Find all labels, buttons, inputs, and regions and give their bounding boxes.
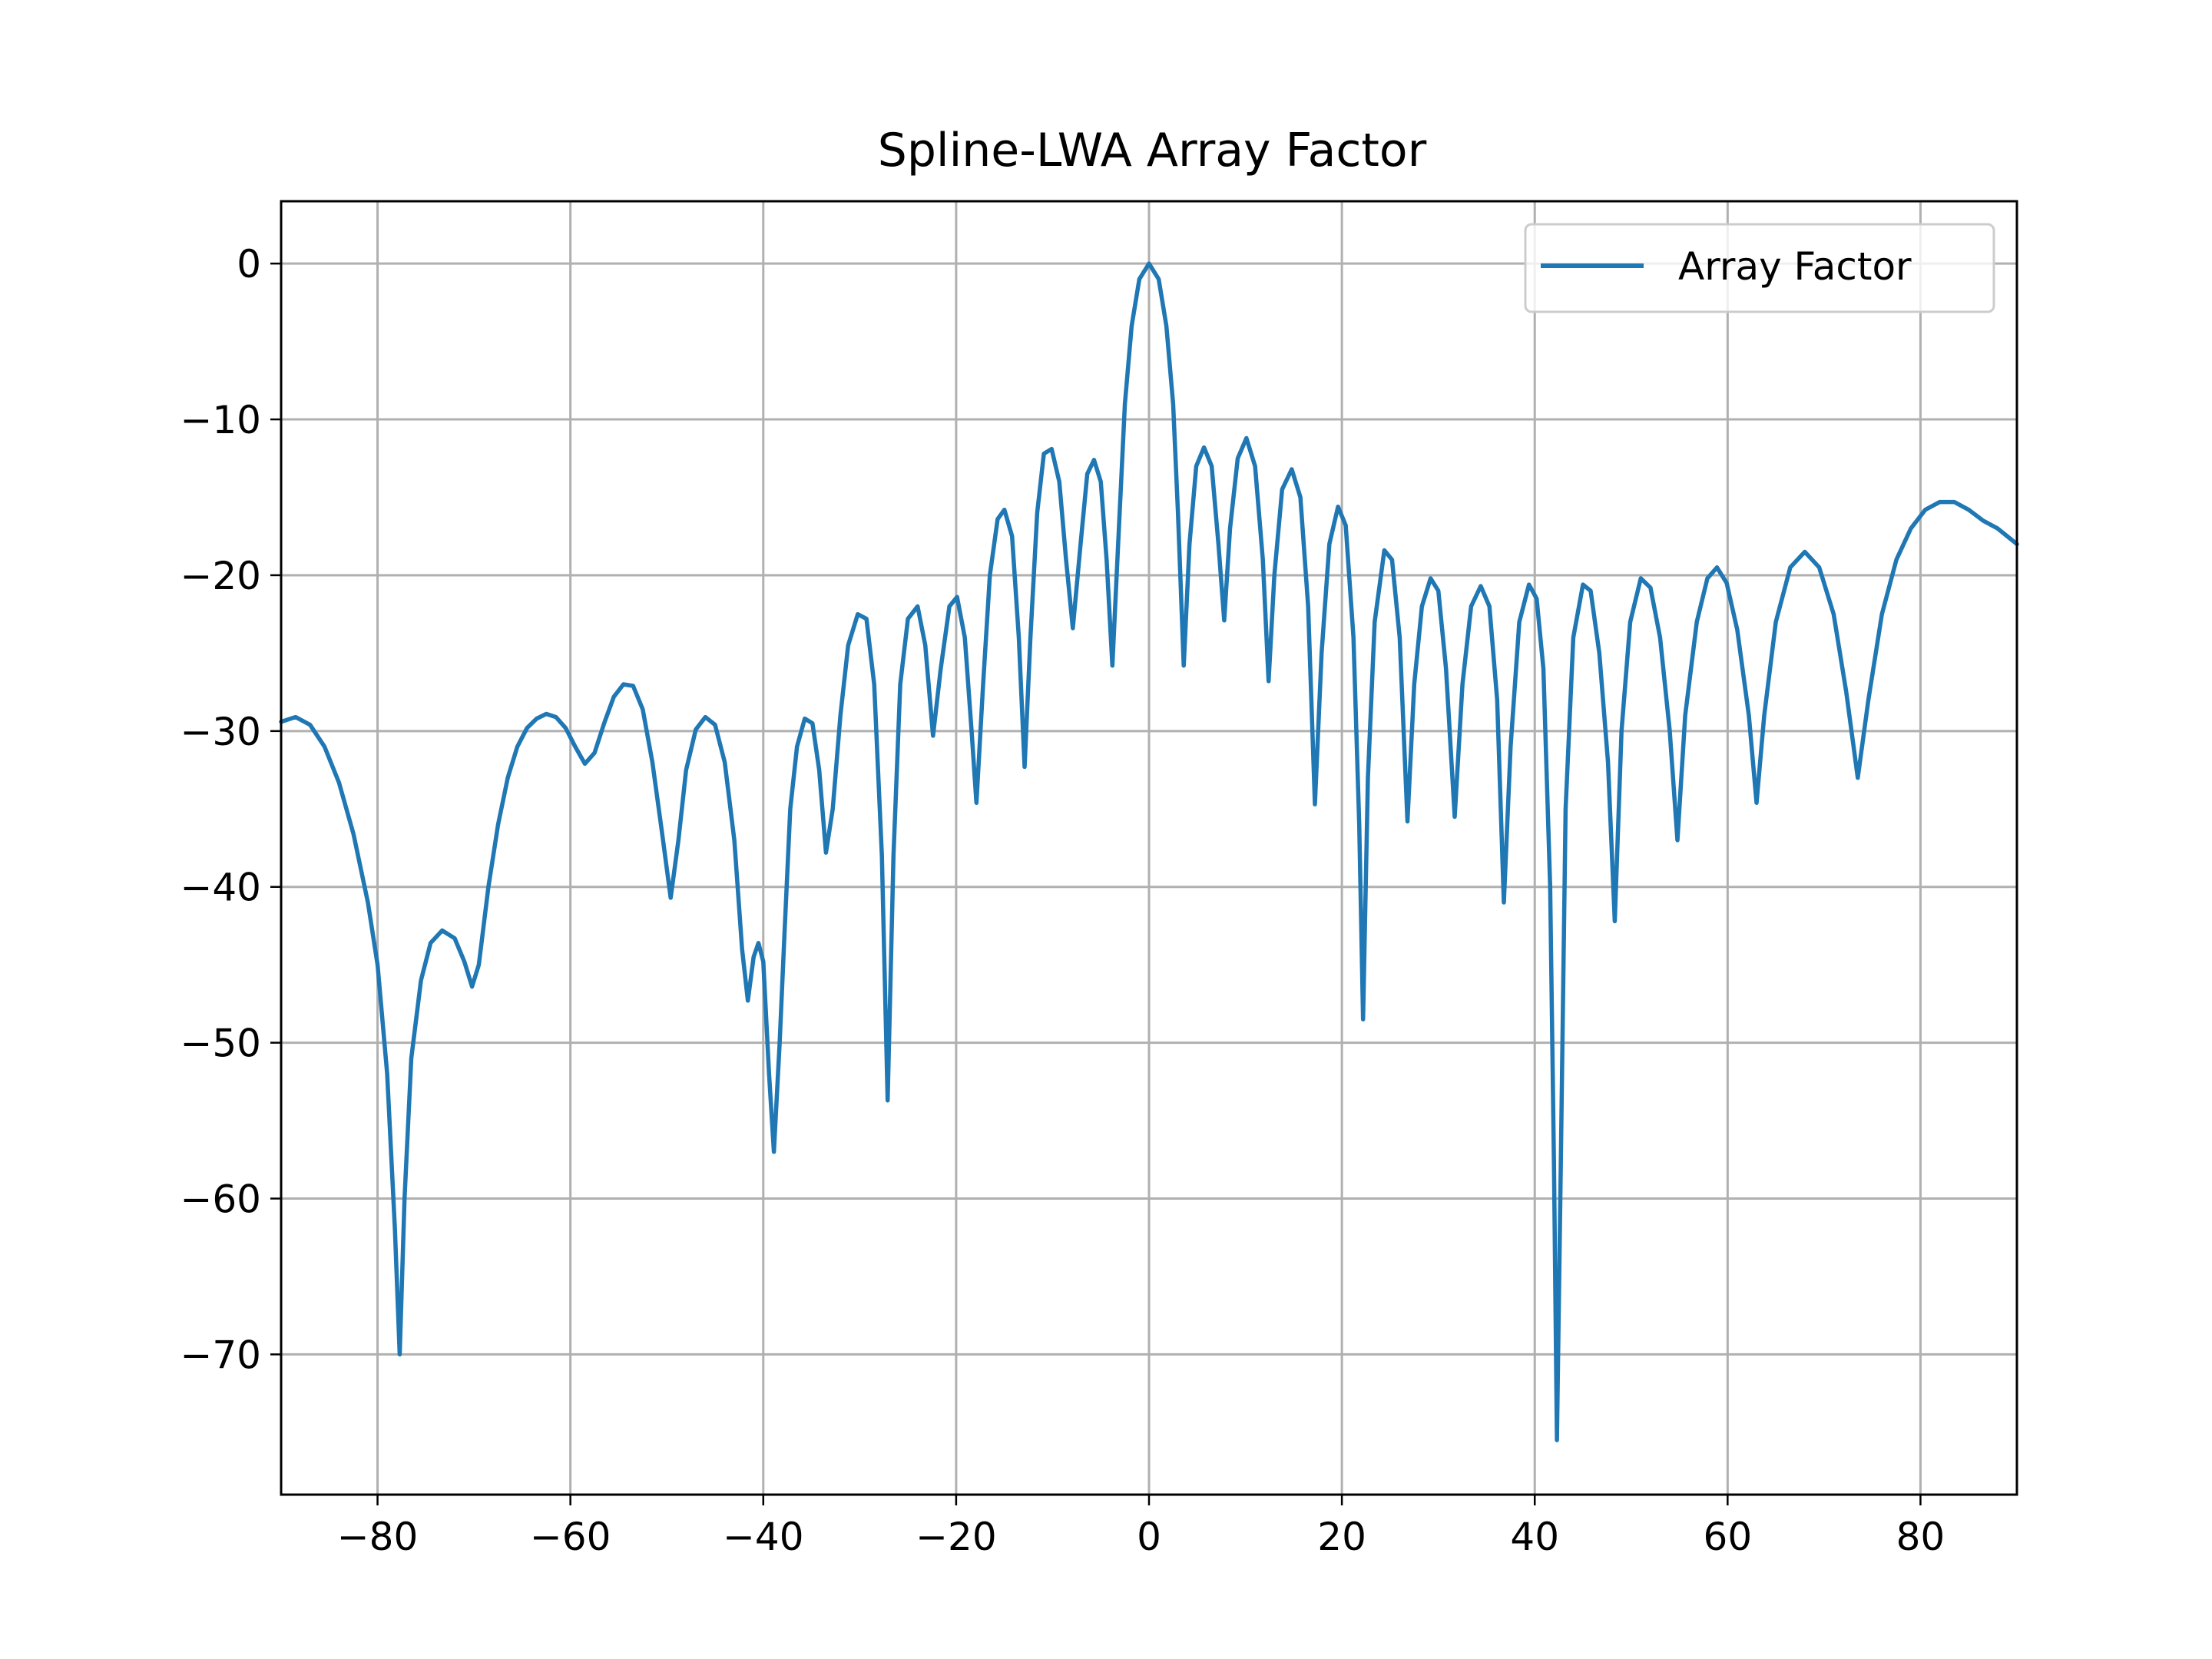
y-tick-label: 0	[237, 242, 261, 286]
x-tick-label: 0	[1137, 1515, 1161, 1559]
y-tick-label: −10	[180, 398, 261, 442]
y-tick-label: −60	[180, 1177, 261, 1222]
plot-frame	[280, 200, 2018, 1496]
x-tick-label: −40	[723, 1515, 804, 1559]
y-tick-label: −20	[180, 554, 261, 598]
y-tick-label: −30	[180, 710, 261, 754]
chart-title: Spline-LWA Array Factor	[878, 124, 1427, 177]
legend: Array Factor	[1524, 223, 1995, 313]
x-tick-label: −60	[530, 1515, 611, 1559]
x-tick-label: 60	[1704, 1515, 1753, 1559]
legend-label-array-factor: Array Factor	[1678, 244, 1912, 289]
legend-box	[1524, 223, 1995, 313]
y-tick-label: −40	[180, 866, 261, 910]
series-line-array-factor	[279, 261, 2019, 1442]
y-tick-label: −50	[180, 1022, 261, 1066]
x-tick-label: −20	[916, 1515, 997, 1559]
series-layer	[279, 261, 2019, 1442]
x-tick-label: 40	[1510, 1515, 1559, 1559]
x-tick-label: 20	[1317, 1515, 1366, 1559]
x-tick-label: −80	[337, 1515, 419, 1559]
axis-ticks: −80 −60 −40 −20 0 20 40 60 80 0 −10 −20 −30 −40 −50 −60…	[180, 242, 1945, 1559]
y-tick-label: −70	[180, 1333, 261, 1377]
x-tick-label: 80	[1896, 1515, 1945, 1559]
